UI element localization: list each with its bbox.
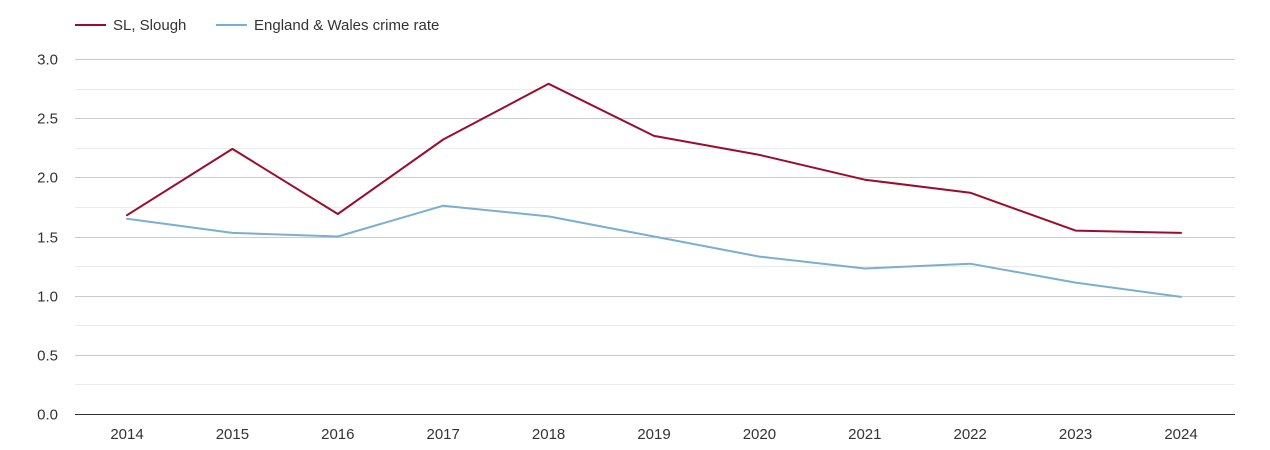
y-tick-label: 2.5 [37,111,58,128]
chart-series [126,82,1182,298]
x-tick-label: 2020 [743,426,776,443]
y-tick-label: 2.0 [37,170,58,187]
series-line-1 [126,204,1182,298]
x-axis: 2014 2015 2016 2017 2018 2019 2020 2021 2022 2023… [75,414,1235,443]
y-tick-label: 1.0 [37,289,58,306]
x-tick-label: 2017 [427,426,460,443]
x-tick-label: 2015 [216,426,249,443]
y-tick-label: 0.5 [37,348,58,365]
x-tick-label: 2023 [1059,426,1092,443]
series-line-0 [126,82,1182,234]
x-tick-label: 2019 [637,426,670,443]
x-tick-label: 2021 [848,426,881,443]
x-tick-label: 2014 [110,426,143,443]
x-tick-label: 2024 [1164,426,1197,443]
y-tick-label: 0.0 [37,407,58,424]
y-axis: 0.0 0.5 1.0 1.5 2.0 2.5 3.0 [37,52,58,424]
x-tick-label: 2022 [954,426,987,443]
chart-legend: SL, Slough England & Wales crime rate [75,17,439,34]
y-tick-label: 3.0 [37,52,58,69]
y-tick-label: 1.5 [37,230,58,247]
chart-grid [75,59,1235,385]
legend-label-1: England & Wales crime rate [254,17,439,34]
x-tick-label: 2018 [532,426,565,443]
x-tick-label: 2016 [321,426,354,443]
legend-label-0: SL, Slough [113,17,186,34]
